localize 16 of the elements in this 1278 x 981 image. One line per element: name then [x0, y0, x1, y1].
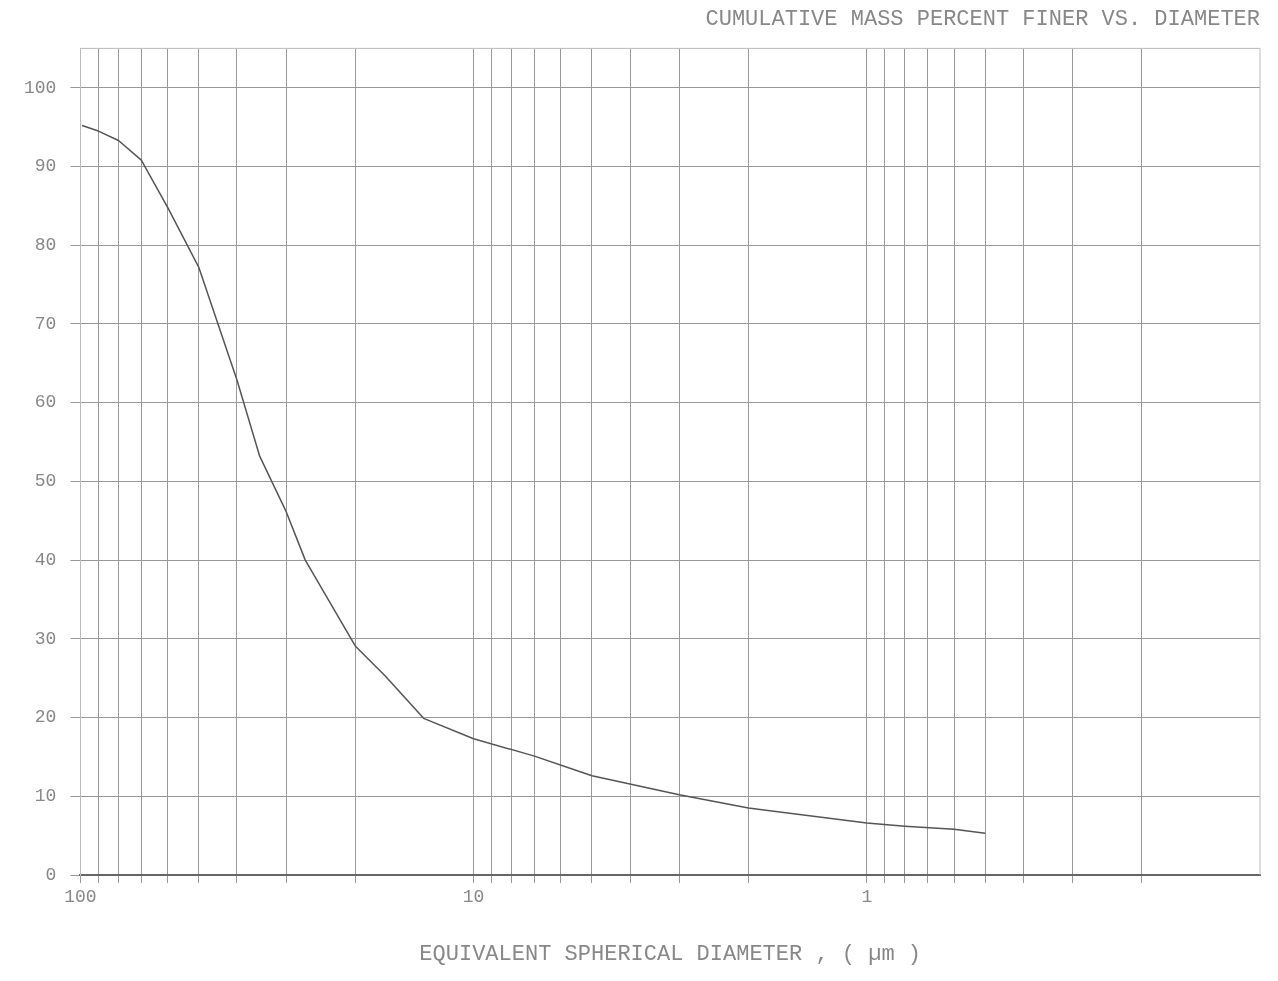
y-tick-label: 10 — [34, 786, 57, 807]
y-tick-label: 50 — [34, 471, 57, 492]
y-tick-label: 60 — [34, 392, 57, 413]
y-tick-label: 90 — [34, 156, 57, 177]
x-tick-label: 100 — [64, 886, 97, 907]
x-tick-label: 10 — [462, 886, 485, 907]
y-tick-label: 30 — [34, 628, 57, 649]
y-tick-label: 70 — [34, 313, 57, 334]
y-tick-label: 0 — [45, 864, 57, 885]
y-tick-label: 100 — [24, 77, 57, 98]
x-tick-label: 1 — [861, 886, 873, 907]
y-tick-label: 20 — [34, 707, 57, 728]
chart-title: CUMULATIVE MASS PERCENT FINER VS. DIAMETER — [705, 7, 1260, 33]
y-tick-label: 40 — [34, 549, 57, 570]
y-tick-label: 80 — [34, 234, 57, 255]
x-axis-title: EQUIVALENT SPHERICAL DIAMETER , ( µm ) — [419, 941, 922, 967]
